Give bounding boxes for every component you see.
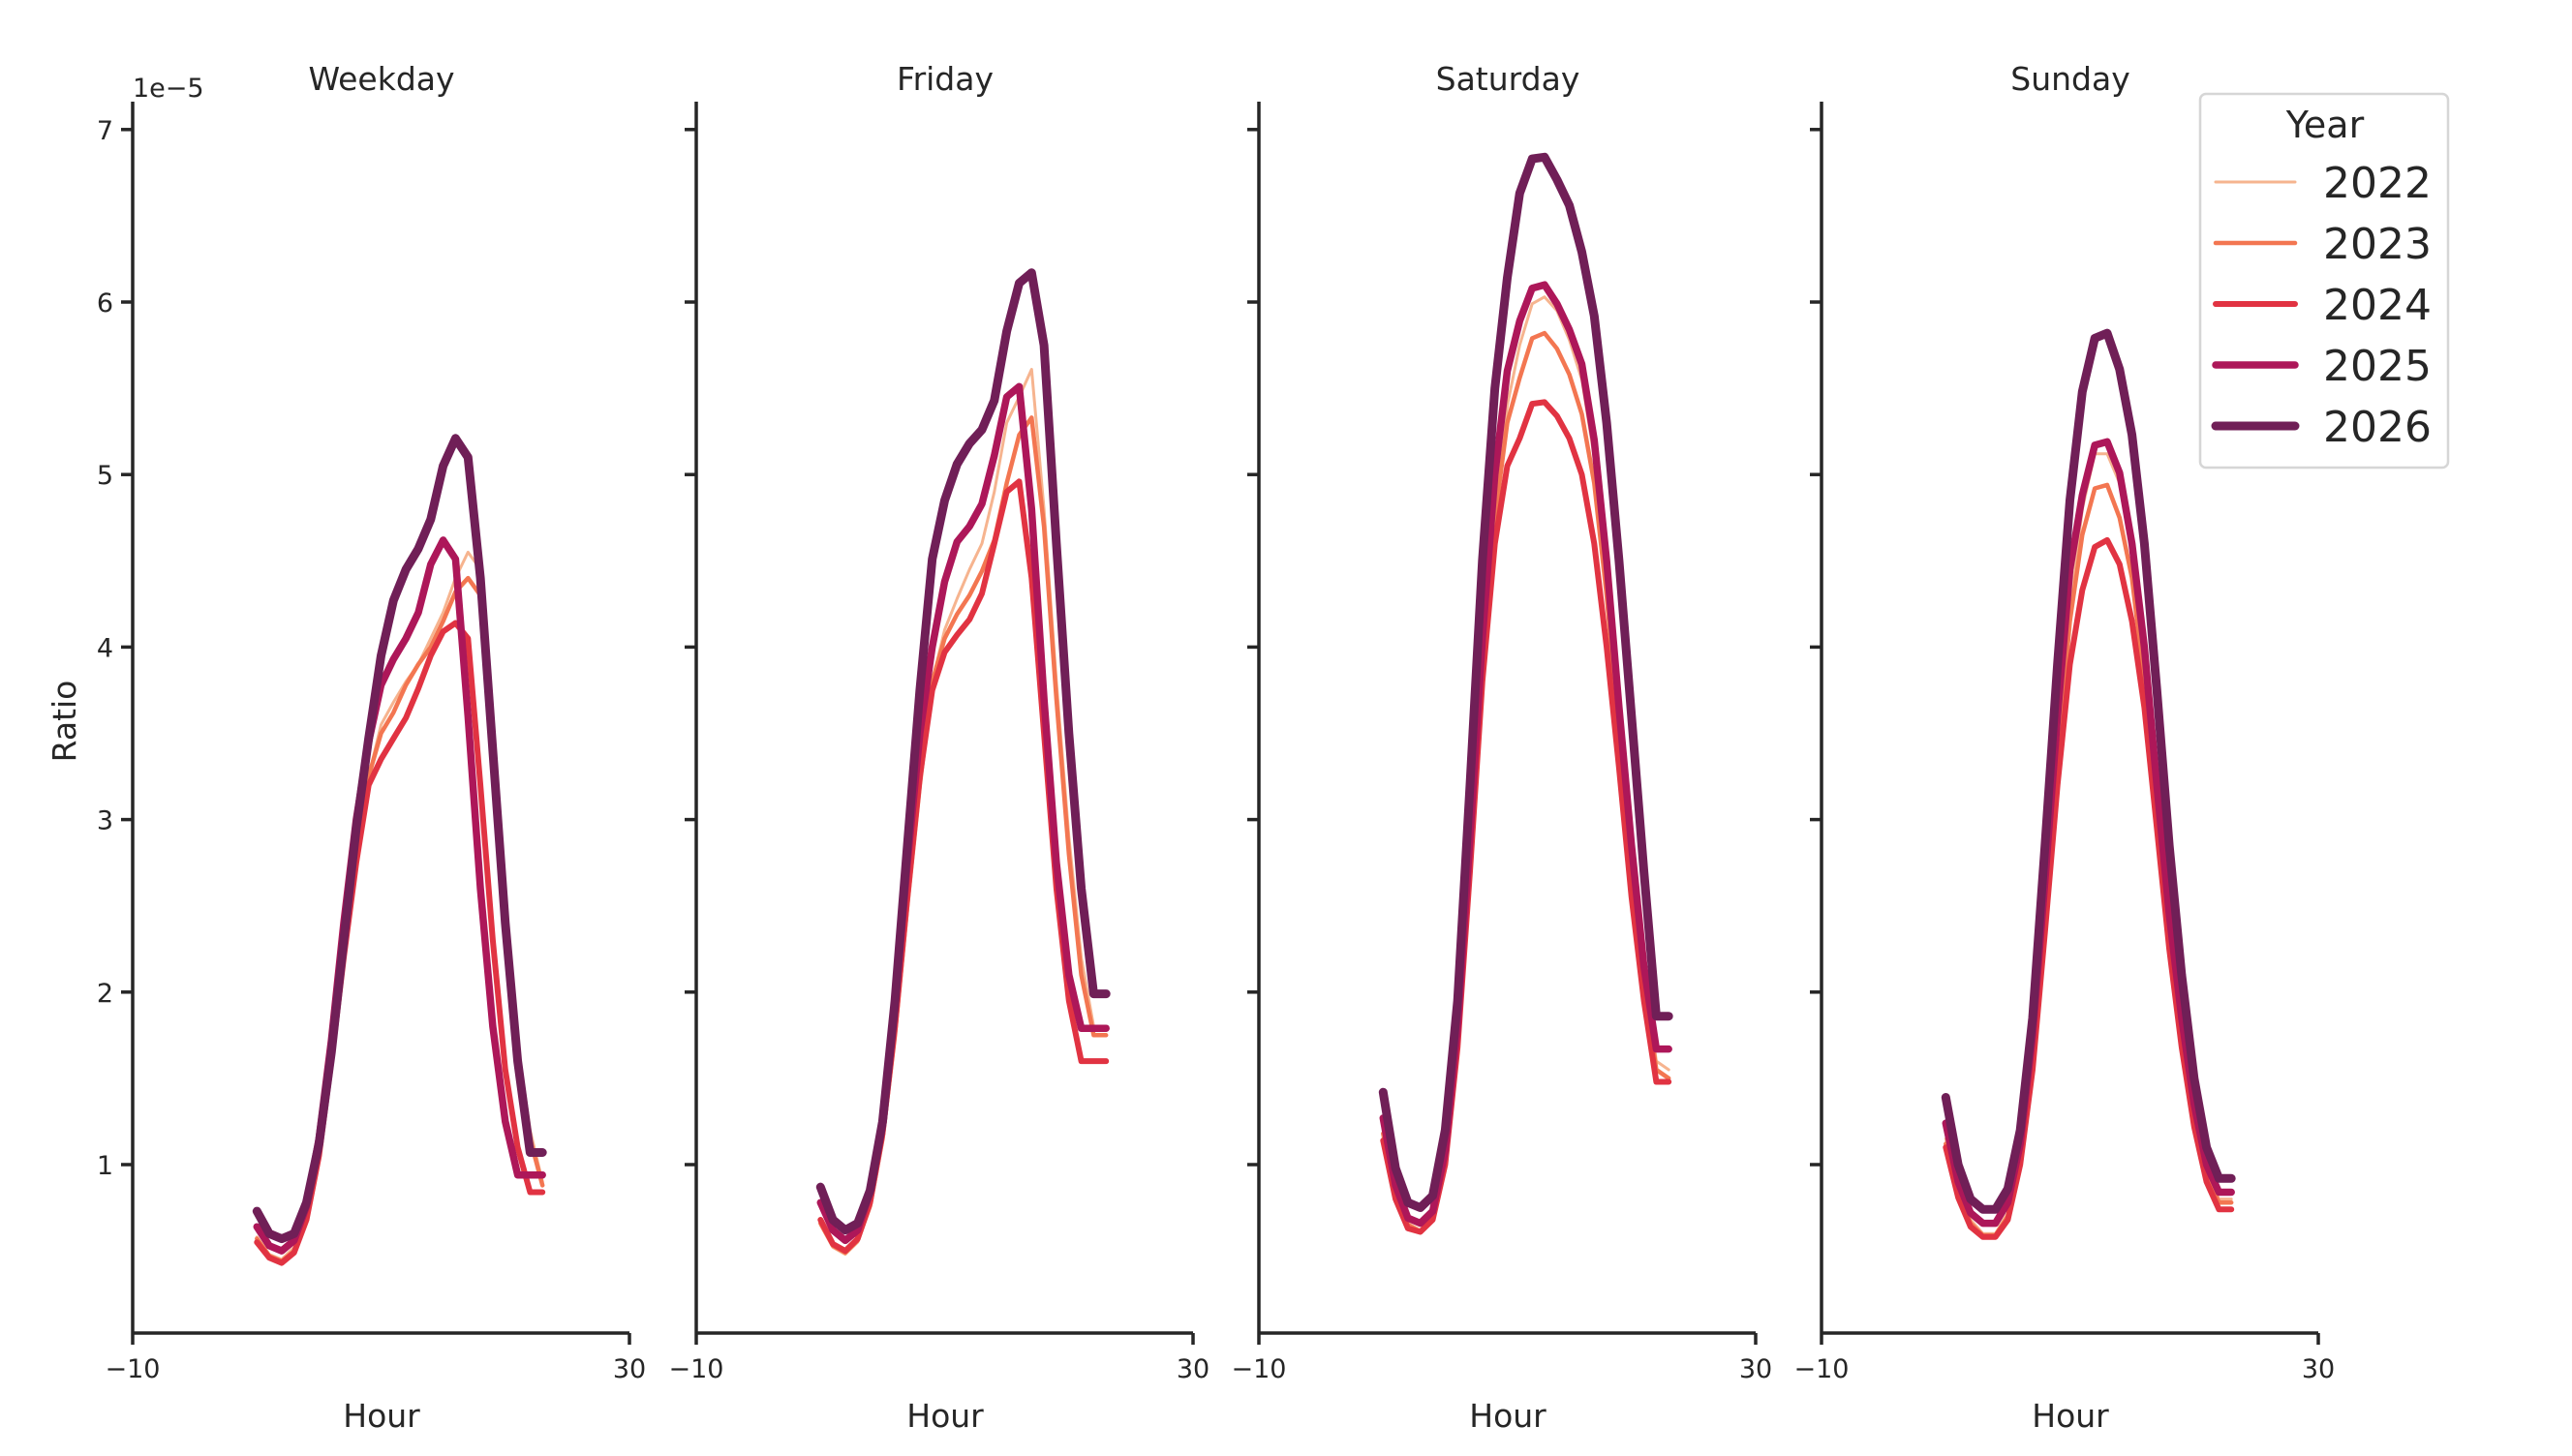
line-weekday-2023 (255, 575, 545, 1264)
legend-entry-2023: 2023 (2213, 220, 2432, 269)
x-tick-label: 30 (2302, 1354, 2335, 1384)
line-sunday-2026 (1941, 328, 2236, 1214)
legend-entry-2026: 2026 (2211, 403, 2432, 452)
panel-weekday: Weekday 1 2 3 4 5 6 7 −10 30 Hour (97, 60, 646, 1435)
x-tick-label: −10 (1794, 1354, 1850, 1384)
legend-frame (2198, 92, 2450, 470)
y-tick-label: 4 (97, 633, 113, 663)
panel-friday: Friday −10 30 Hour (669, 60, 1210, 1435)
x-axis-label-weekday: Hour (343, 1397, 420, 1435)
x-tick-label: 30 (1739, 1354, 1772, 1384)
line-weekday-2022 (255, 550, 544, 1261)
y-axis-label: Ratio (46, 681, 83, 763)
plot-area-weekday: 1 2 3 4 5 6 7 −10 30 (97, 102, 646, 1384)
line-sunday-2024 (1943, 536, 2235, 1240)
legend-entries: 2022 2023 2024 2025 2026 (2211, 159, 2432, 452)
x-tick-label: −10 (669, 1354, 724, 1384)
y-tick-label: 6 (97, 288, 113, 318)
x-axis-label-sunday: Hour (2032, 1397, 2109, 1435)
x-tick-label: 30 (613, 1354, 646, 1384)
y-tick-label: 1 (97, 1151, 113, 1181)
x-tick-label: 30 (1177, 1354, 1209, 1384)
panel-title-saturday: Saturday (1436, 60, 1580, 98)
legend: Year 2022 2023 2024 2025 2026 (2198, 92, 2450, 470)
y-tick-label: 5 (97, 461, 113, 491)
y-tick-label: 2 (97, 979, 113, 1009)
line-friday-2022 (818, 368, 1108, 1257)
x-axis-label-saturday: Hour (1469, 1397, 1546, 1435)
line-friday-2023 (818, 415, 1109, 1256)
legend-label: 2022 (2323, 159, 2432, 208)
legend-entry-2022: 2022 (2214, 159, 2432, 208)
line-sunday-2025 (1942, 438, 2235, 1228)
line-weekday-2026 (252, 434, 547, 1244)
panel-saturday: Saturday −10 30 Hour (1232, 60, 1773, 1435)
legend-label: 2024 (2323, 281, 2432, 330)
line-sunday-2023 (1944, 482, 2234, 1238)
plot-area-saturday: −10 30 (1232, 102, 1772, 1384)
y-tick-label: 7 (97, 116, 113, 146)
legend-label: 2025 (2323, 342, 2432, 391)
x-tick-label: −10 (106, 1354, 161, 1384)
panel-title-sunday: Sunday (2010, 60, 2129, 98)
legend-entry-2024: 2024 (2213, 281, 2432, 330)
x-tick-label: −10 (1232, 1354, 1287, 1384)
line-weekday-2024 (254, 620, 546, 1266)
plot-area-friday: −10 30 (669, 102, 1209, 1384)
line-friday-2026 (815, 268, 1111, 1235)
line-friday-2025 (816, 382, 1110, 1245)
panel-title-weekday: Weekday (308, 60, 454, 98)
legend-label: 2026 (2323, 403, 2432, 452)
line-saturday-2026 (1378, 152, 1673, 1212)
line-saturday-2025 (1379, 281, 1672, 1228)
y-tick-label: 3 (97, 806, 113, 836)
panel-title-friday: Friday (897, 60, 994, 98)
x-axis-label-friday: Hour (906, 1397, 984, 1435)
legend-entry-2025: 2025 (2212, 342, 2432, 391)
line-saturday-2024 (1380, 399, 1672, 1235)
legend-label: 2023 (2323, 220, 2432, 269)
legend-title: Year (2285, 104, 2365, 146)
plot-area-sunday: −10 30 (1794, 102, 2335, 1384)
y-offset-label: 1e−5 (133, 74, 204, 104)
panel-sunday: Sunday −10 30 Hour (1794, 60, 2336, 1435)
